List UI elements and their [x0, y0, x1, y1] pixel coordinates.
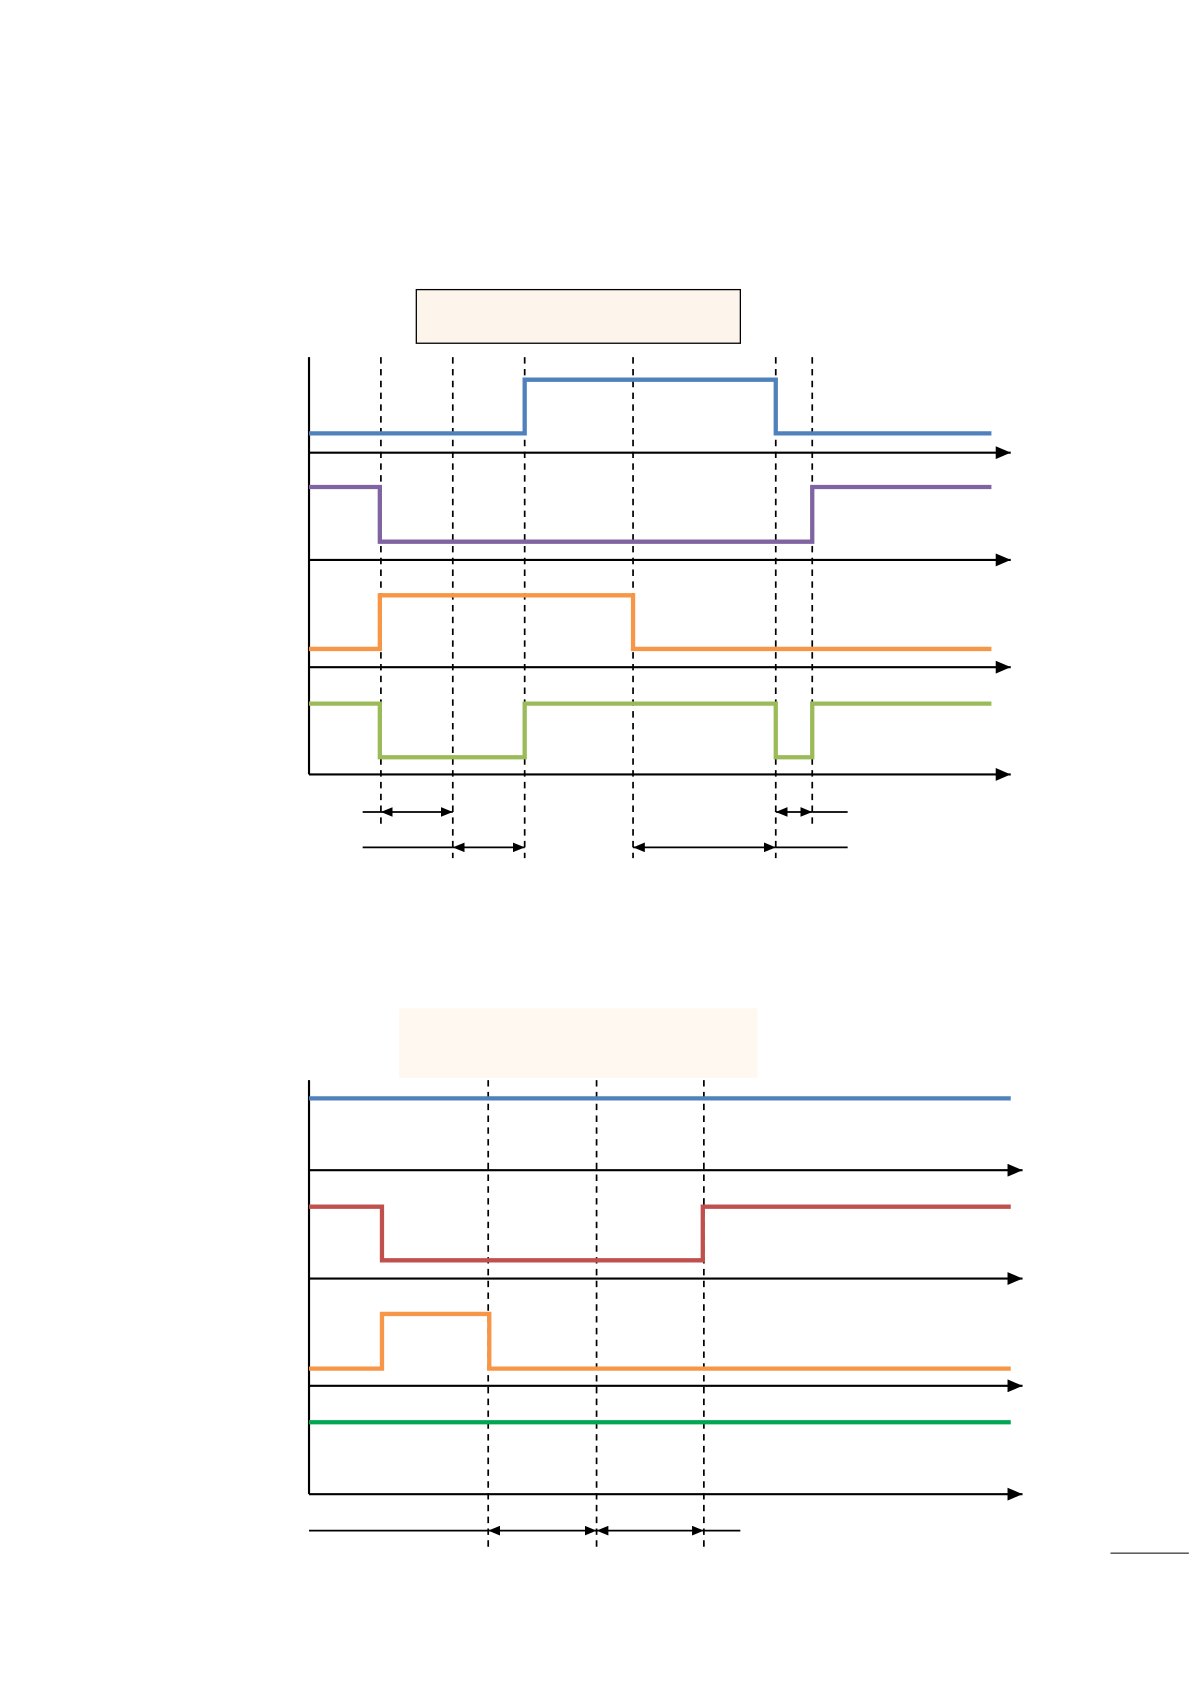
- signal-1-waveform: [309, 377, 992, 436]
- signal-4-waveform: [309, 701, 992, 760]
- diagram-title-box: [415, 288, 741, 344]
- signal-2-waveform: [309, 1204, 1011, 1263]
- timing-diagram-1: [307, 288, 1011, 859]
- signal-3-waveform: [309, 1311, 1011, 1371]
- diagram-title-box: [399, 1008, 758, 1078]
- signal-2-waveform: [309, 484, 992, 544]
- timing-diagram-2: [307, 1008, 1023, 1547]
- signal-3-waveform: [309, 593, 992, 652]
